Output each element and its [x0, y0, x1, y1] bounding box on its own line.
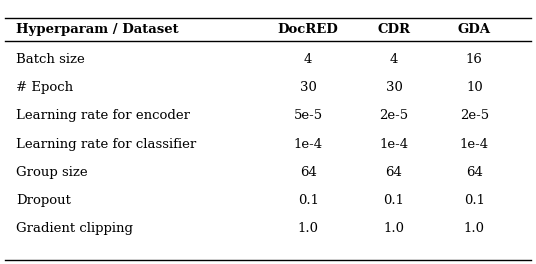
Text: DocRED: DocRED [278, 22, 339, 36]
Text: 4: 4 [304, 53, 312, 66]
Text: 0.1: 0.1 [297, 194, 319, 207]
Text: Learning rate for encoder: Learning rate for encoder [16, 109, 190, 122]
Text: 64: 64 [466, 166, 483, 179]
Text: 1.0: 1.0 [464, 222, 485, 235]
Text: 64: 64 [385, 166, 403, 179]
Text: 0.1: 0.1 [383, 194, 405, 207]
Text: 0.1: 0.1 [464, 194, 485, 207]
Text: Batch size: Batch size [16, 53, 85, 66]
Text: 1e-4: 1e-4 [460, 138, 489, 151]
Text: Gradient clipping: Gradient clipping [16, 222, 133, 235]
Text: 16: 16 [466, 53, 483, 66]
Text: 1e-4: 1e-4 [379, 138, 408, 151]
Text: 64: 64 [300, 166, 317, 179]
Text: GDA: GDA [458, 22, 491, 36]
Text: Learning rate for classifier: Learning rate for classifier [16, 138, 196, 151]
Text: Group size: Group size [16, 166, 88, 179]
Text: Hyperparam / Dataset: Hyperparam / Dataset [16, 22, 178, 36]
Text: 30: 30 [300, 81, 317, 94]
Text: 30: 30 [385, 81, 403, 94]
Text: CDR: CDR [377, 22, 411, 36]
Text: 4: 4 [390, 53, 398, 66]
Text: 1.0: 1.0 [383, 222, 405, 235]
Text: 5e-5: 5e-5 [294, 109, 323, 122]
Text: 1.0: 1.0 [297, 222, 319, 235]
Text: 2e-5: 2e-5 [379, 109, 408, 122]
Text: 1e-4: 1e-4 [294, 138, 323, 151]
Text: 10: 10 [466, 81, 483, 94]
Text: 2e-5: 2e-5 [460, 109, 489, 122]
Text: # Epoch: # Epoch [16, 81, 73, 94]
Text: Dropout: Dropout [16, 194, 71, 207]
